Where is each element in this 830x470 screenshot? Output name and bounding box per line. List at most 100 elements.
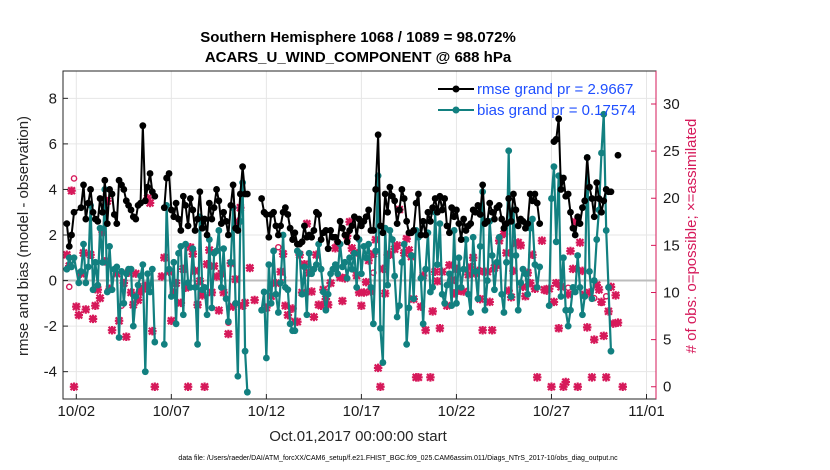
rmse-point <box>362 213 370 221</box>
bias-point <box>134 281 142 289</box>
obs-assimilated-marker <box>93 285 103 294</box>
obs-assimilated-marker <box>200 382 209 391</box>
obs-assimilated-marker <box>594 285 604 294</box>
rmse-point <box>236 190 244 198</box>
bias-point <box>222 295 230 303</box>
bias-point <box>386 227 394 234</box>
obs-assimilated-marker <box>578 266 587 276</box>
obs-assimilated-marker <box>357 301 366 310</box>
bias-point <box>574 252 582 259</box>
y-tick-label: -2 <box>44 318 57 335</box>
rmse-point <box>144 183 151 191</box>
bias-point <box>267 299 275 307</box>
y-axis-label: rmse and bias (model - observation) <box>15 116 32 356</box>
legend-rmse-label: rmse grand pr = 2.9667 <box>477 81 633 98</box>
bias-point <box>141 368 149 376</box>
bias-point <box>144 270 151 278</box>
bias-point <box>115 334 123 341</box>
bias-point <box>398 258 406 266</box>
rmse-point <box>262 211 270 218</box>
bias-point <box>484 277 491 284</box>
obs-assimilated-marker <box>359 288 369 297</box>
rmse-point <box>412 199 420 207</box>
rmse-point <box>614 151 622 159</box>
obs-assimilated-marker <box>323 300 333 309</box>
rmse-point <box>310 227 318 234</box>
rmse-point <box>453 206 460 214</box>
bias-point <box>217 283 225 291</box>
rmse-point <box>70 208 78 216</box>
bias-point <box>298 290 306 298</box>
rmse-point <box>324 245 332 253</box>
bias-point <box>586 268 593 275</box>
obs-assimilated-marker <box>416 302 426 311</box>
rmse-point <box>113 220 121 228</box>
rmse-point <box>160 204 168 212</box>
obs-assimilated-marker <box>309 312 319 322</box>
rmse-point <box>579 204 586 212</box>
bias-point <box>179 311 187 319</box>
rmse-point <box>65 242 73 250</box>
obs-assimilated-marker <box>143 193 152 203</box>
bias-point <box>533 283 541 291</box>
obs-assimilated-marker <box>585 288 594 297</box>
obs-possible-marker <box>65 283 73 291</box>
obs-assimilated-marker <box>214 306 224 315</box>
bias-point <box>91 258 99 266</box>
rmse-point <box>586 183 593 191</box>
y-right-tick-label: 15 <box>663 237 680 254</box>
x-tick-label: 10/22 <box>438 403 476 420</box>
bias-point <box>377 324 384 332</box>
bias-point <box>481 306 489 314</box>
bias-point <box>94 281 102 289</box>
bias-point <box>270 247 277 255</box>
rmse-point <box>524 220 532 228</box>
obs-assimilated-marker <box>554 324 563 333</box>
legend-bias-marker <box>452 106 460 114</box>
obs-assimilated-marker <box>404 245 414 255</box>
obs-assimilated-marker <box>582 323 592 332</box>
rmse-point <box>103 220 111 228</box>
bias-point <box>498 290 506 298</box>
bias-point <box>189 245 197 253</box>
rmse-point <box>495 201 503 209</box>
rmse-point <box>400 195 408 202</box>
bias-point <box>70 254 78 262</box>
obs-assimilated-marker <box>354 288 364 297</box>
bias-point <box>441 299 449 307</box>
bias-point <box>241 347 249 355</box>
bias-point <box>324 290 332 298</box>
rmse-point <box>220 208 228 216</box>
obs-assimilated-marker <box>547 382 556 391</box>
bias-point <box>129 322 137 330</box>
bias-point <box>419 320 427 328</box>
y-right-tick-label: 10 <box>663 284 680 301</box>
bias-point <box>322 306 330 314</box>
obs-assimilated-marker <box>566 246 575 256</box>
rmse-point <box>322 227 330 234</box>
y-tick-label: -4 <box>44 364 57 381</box>
bias-point <box>536 263 544 271</box>
rmse-point <box>68 231 75 239</box>
obs-assimilated-marker <box>499 229 509 239</box>
rmse-point <box>99 208 106 216</box>
obs-assimilated-marker <box>91 301 100 310</box>
rmse-point <box>581 197 589 205</box>
obs-assimilated-marker <box>69 382 79 391</box>
rmse-point <box>533 199 541 207</box>
bias-series <box>63 110 615 396</box>
rmse-point <box>300 222 308 230</box>
bias-point <box>438 290 446 298</box>
obs-assimilated-marker <box>597 297 606 307</box>
rmse-point <box>203 231 211 239</box>
rmse-point <box>379 229 387 237</box>
bias-point <box>472 268 479 275</box>
obs-assimilated-marker <box>485 297 494 307</box>
obs-assimilated-marker <box>551 278 561 288</box>
x-tick-label: 10/17 <box>343 403 381 420</box>
bias-point <box>407 252 415 259</box>
bias-point <box>369 320 377 328</box>
rmse-point <box>369 227 377 234</box>
rmse-point <box>429 204 437 212</box>
